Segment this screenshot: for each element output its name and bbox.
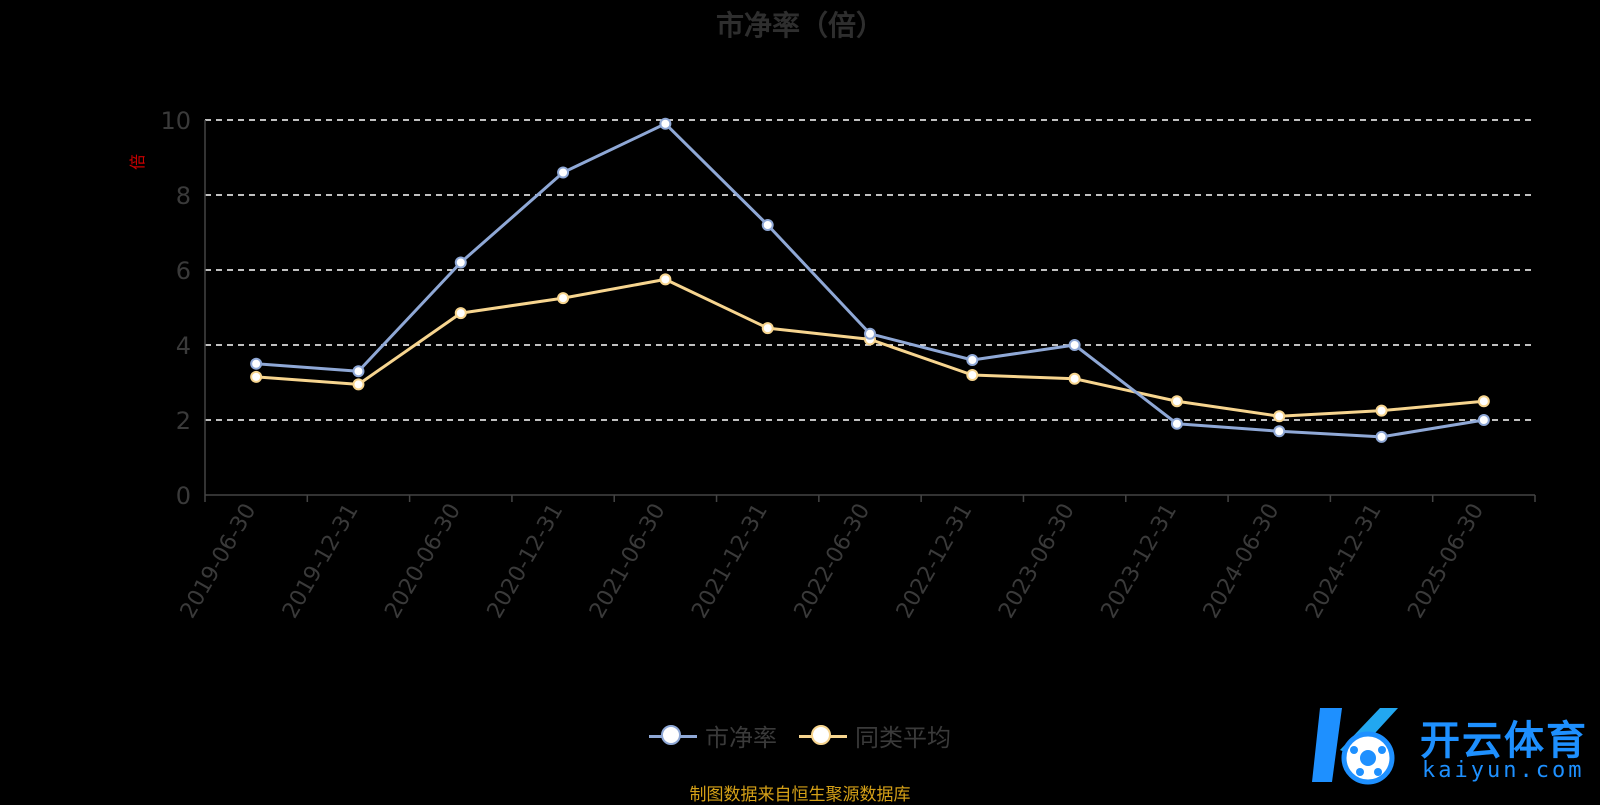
y-tick-label: 10 [160, 107, 191, 135]
x-tick-label: 2025-06-30 [1403, 500, 1489, 623]
x-tick-label: 2024-06-30 [1199, 500, 1285, 623]
legend-item-pb[interactable]: 市净率 [649, 718, 777, 753]
x-tick-label: 2019-06-30 [176, 500, 262, 623]
data-point-avg [1068, 372, 1081, 385]
x-tick-label: 2023-12-31 [1097, 500, 1183, 623]
data-point-avg [557, 292, 570, 305]
legend-swatch-pb [649, 724, 697, 747]
data-point-pb [966, 354, 979, 366]
watermark-brand: 开云体育 [1420, 718, 1588, 764]
x-tick-label: 2022-12-31 [892, 499, 978, 622]
x-tick-label: 2023-06-30 [994, 500, 1080, 623]
series-line-avg [256, 277, 1484, 418]
data-point-avg [659, 273, 672, 286]
y-tick-label: 0 [176, 482, 191, 510]
y-axis-label: 倍 [128, 154, 147, 170]
data-point-pb [1375, 430, 1388, 443]
watermark-url: kaiyun.com [1422, 758, 1585, 783]
series-layer [250, 117, 1490, 443]
y-tick-label: 8 [176, 182, 191, 210]
data-point-avg [1170, 395, 1183, 408]
data-point-pb [761, 219, 774, 231]
chart-title: 市净率（倍） [715, 9, 884, 42]
legend-item-avg[interactable]: 同类平均 [799, 718, 951, 753]
data-point-pb [1068, 339, 1081, 351]
series-line-pb [256, 122, 1485, 439]
y-tick-label: 2 [176, 407, 191, 435]
legend-swatch-avg [799, 724, 847, 747]
data-point-pb [864, 327, 876, 340]
legend-label-avg: 同类平均 [855, 724, 951, 752]
x-tick-label: 2019-12-31 [278, 500, 364, 623]
x-tick-label: 2020-12-31 [483, 500, 569, 623]
data-point-avg [454, 307, 467, 320]
data-point-avg [966, 369, 979, 381]
data-point-pb [250, 357, 263, 370]
data-point-avg [1273, 410, 1286, 423]
data-point-pb [352, 365, 365, 378]
data-point-avg [761, 322, 774, 335]
x-tick-label: 2021-06-30 [585, 500, 671, 623]
data-point-avg [352, 378, 365, 391]
legend: 市净率 同类平均 [0, 718, 1600, 753]
data-point-avg [1477, 395, 1490, 408]
x-tick-label: 2022-06-30 [790, 500, 876, 623]
y-tick-label: 4 [176, 332, 191, 360]
data-point-pb [454, 256, 467, 269]
data-point-pb [557, 166, 570, 179]
legend-label-pb: 市净率 [705, 724, 777, 752]
data-point-pb [1273, 425, 1286, 438]
x-tick-label: 2020-06-30 [380, 500, 466, 623]
data-point-pb [1170, 417, 1183, 430]
x-tick-label: 2024-12-31 [1301, 500, 1387, 623]
y-tick-label: 6 [176, 257, 191, 285]
data-point-pb [659, 117, 672, 130]
kaiyun-logo-icon [1312, 708, 1398, 785]
data-point-pb [1477, 414, 1490, 426]
data-point-avg [250, 370, 263, 383]
grid-layer [205, 119, 1535, 421]
x-tick-label: 2021-12-31 [687, 500, 773, 623]
data-point-avg [1375, 404, 1388, 417]
watermark-logo: 开云体育 kaiyun.com [1310, 700, 1590, 792]
